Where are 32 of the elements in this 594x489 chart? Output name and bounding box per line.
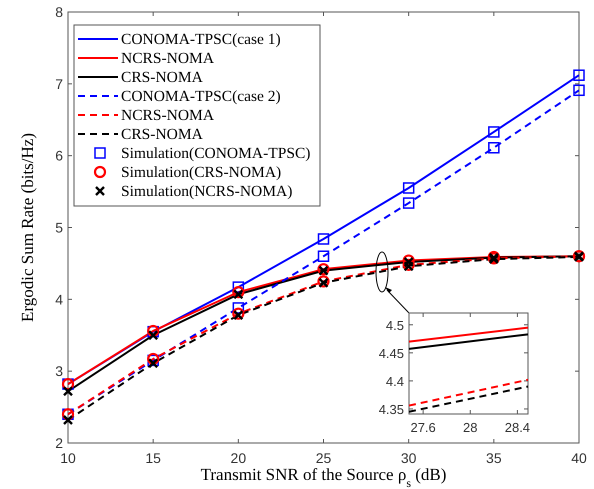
y-tick-label: 3 [55,363,64,380]
y-tick-label: 4.45 [378,346,404,361]
y-tick-label: 7 [55,76,64,92]
x-tick-label: 40 [571,450,587,466]
x-tick-label: 15 [145,450,162,466]
x-tick-label: 35 [486,450,502,466]
legend-label: CRS-NOMA [121,69,204,86]
x-tick-label: 10 [60,450,76,466]
legend-label: Simulation(CRS-NOMA) [121,164,282,181]
x-tick-label: 20 [230,450,246,466]
x-tick-label: 30 [400,450,417,466]
y-tick-label: 6 [55,148,64,164]
x-tick-label: 27.6 [410,420,436,435]
y-tick-label: 4 [55,291,64,308]
y-axis-title: Ergodic Sum Rate (bits/Hz) [18,132,37,322]
x-tick-label: 25 [316,450,332,466]
y-tick-label: 8 [55,4,64,20]
legend-label: NCRS-NOMA [121,50,215,67]
y-tick-label: 5 [55,220,64,236]
legend-label: Simulation(NCRS-NOMA) [121,183,292,200]
legend-label: CRS-NOMA [121,126,204,143]
x-tick-label: 28.4 [504,420,530,435]
x-tick-label: 28 [463,420,478,435]
y-tick-label: 4.4 [386,374,404,389]
y-tick-label: 4.5 [386,318,404,333]
legend-label: Simulation(CONOMA-TPSC) [121,145,310,162]
y-tick-label: 2 [55,435,64,451]
legend-label: CONOMA-TPSC(case 1) [121,31,281,48]
x-axis-title: Transmit SNR of the Source ρ$_{s}$ (dB) [200,465,446,489]
legend-label: CONOMA-TPSC(case 2) [121,88,281,105]
legend-label: NCRS-NOMA [121,107,215,124]
y-tick-label: 4.35 [378,402,404,417]
